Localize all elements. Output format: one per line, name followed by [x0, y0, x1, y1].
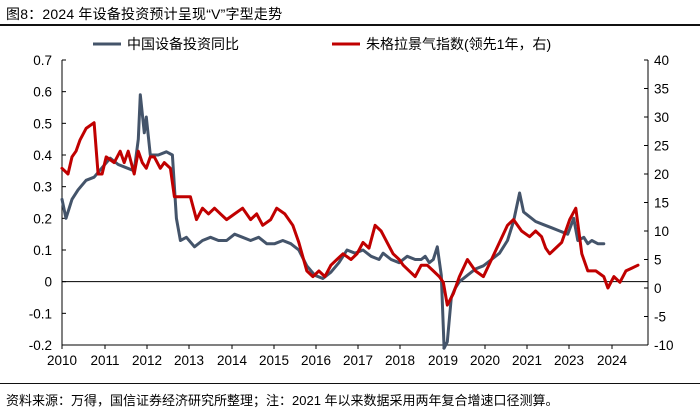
juglar-index-line [60, 121, 640, 307]
legend: 中国设备投资同比 朱格拉景气指数(领先1年，右) [93, 36, 551, 52]
x-tick-label: 2015 [259, 353, 289, 368]
y-left-tick-label: 0 [44, 275, 52, 290]
x-tick-label: 2013 [174, 353, 204, 368]
y-left-tick-label: 0.7 [33, 53, 52, 68]
y-right-tick-label: 15 [654, 196, 669, 211]
y-right-tick-label: 25 [654, 139, 669, 154]
source-note: 资料来源：万得，国信证券经济研究所整理；注：2021 年以来数据采用两年复合增速… [6, 393, 559, 408]
chart: -0.2 -0.1 0 0.1 0.2 0.3 0.4 0.5 0.6 0.7 -10 -5 0 5 10 1… [29, 36, 674, 368]
x-tick-label: 2023 [554, 353, 584, 368]
x-tick-label: 2010 [47, 353, 77, 368]
y-right-tick-label: 10 [654, 224, 669, 239]
source-rule [0, 383, 700, 384]
x-tick-label: 2011 [90, 353, 119, 368]
x-tick-label: 2018 [385, 353, 415, 368]
equipment-investment-line [60, 93, 606, 350]
y-left-tick-label: 0.5 [33, 116, 52, 131]
x-tick-label: 2019 [428, 353, 458, 368]
y-right-tick-label: 20 [654, 167, 669, 182]
y-left-tick-label: 0.3 [33, 180, 52, 195]
y-right-tick-label: 30 [654, 110, 669, 125]
x-tick-label: 2014 [217, 353, 248, 368]
x-tick-label: 2024 [597, 353, 628, 368]
y-right-tick-label: 35 [654, 82, 669, 97]
y-right-tick-label: 0 [654, 281, 662, 296]
series-layer [60, 93, 640, 350]
legend-label: 朱格拉景气指数(领先1年，右) [366, 36, 551, 52]
y-right-tick-label: 40 [654, 53, 669, 68]
y-left-tick-label: 0.4 [33, 148, 52, 163]
legend-label: 中国设备投资同比 [127, 36, 239, 52]
x-tick-label: 2020 [470, 353, 500, 368]
y-right-tick-label: 5 [654, 253, 662, 268]
y-right-tick-label: -10 [654, 338, 674, 353]
title-rule [0, 24, 700, 26]
y-left-tick-label: 0.2 [33, 211, 52, 226]
y-right-tick-label: -5 [654, 310, 666, 325]
x-tick-label: 2021 [512, 353, 542, 368]
y-left-tick-label: -0.2 [29, 338, 52, 353]
x-tick-label: 2017 [343, 353, 373, 368]
x-tick-label: 2016 [301, 353, 331, 368]
figure-title: 图8：2024 年设备投资预计呈现“V”字型走势 [6, 6, 283, 22]
y-left-tick-label: -0.1 [29, 306, 52, 321]
y-left-tick-label: 0.1 [33, 243, 52, 258]
x-tick-label: 2012 [132, 353, 162, 368]
axes: -0.2 -0.1 0 0.1 0.2 0.3 0.4 0.5 0.6 0.7 -10 -5 0 5 10 1… [29, 53, 674, 368]
y-left-tick-label: 0.6 [33, 85, 52, 100]
